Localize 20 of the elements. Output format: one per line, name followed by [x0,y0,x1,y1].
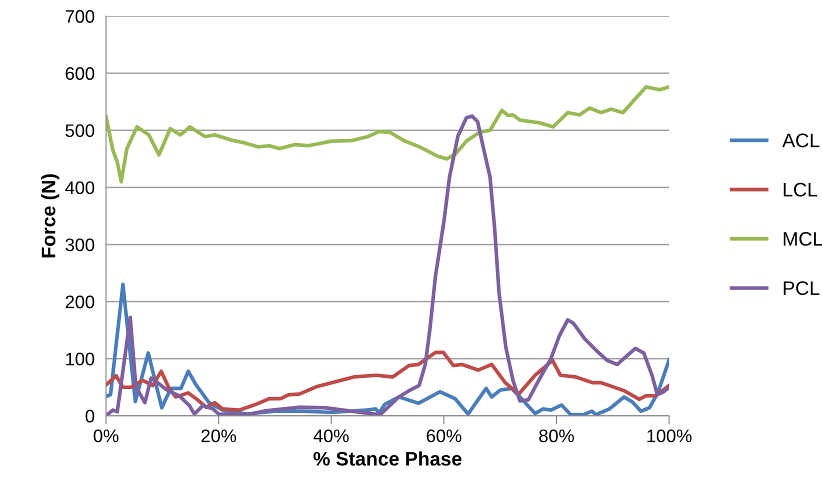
y-tick-label: 600 [66,67,94,80]
x-axis-title: % Stance Phase [313,451,462,466]
y-tick-label: 0 [86,410,94,423]
y-tick-label: 700 [66,10,94,23]
y-tick-label: 500 [66,124,94,138]
y-tick-label: 300 [65,238,94,252]
y-tick-label: 400 [65,181,94,194]
y-tick-label: 200 [66,296,94,308]
legend-label: LCL [784,182,818,197]
x-tick-label: 80% [539,429,574,442]
x-tick-label: 100% [647,429,692,442]
legend-label: PCL [784,281,820,296]
y-tick-label: 100 [66,352,94,366]
line-series [106,85,670,184]
x-tick-label: 0% [94,429,118,442]
legend-label: ACL [782,134,820,148]
x-tick-label: 60% [426,429,462,442]
x-tick-label: 20% [201,429,236,442]
x-tick-label: 40% [314,429,349,442]
y-axis-title: Force (N) [41,174,60,258]
